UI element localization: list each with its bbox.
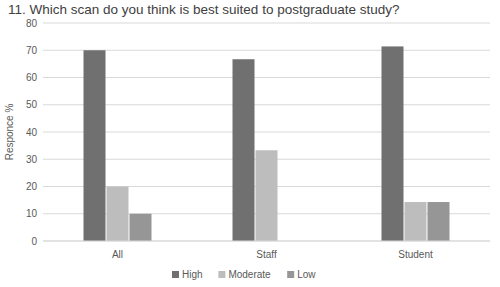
bar [130,214,152,241]
y-tick-label: 60 [26,72,38,83]
bar [107,187,129,242]
legend-swatch [172,271,179,278]
x-tick-label: All [112,249,123,260]
bar [233,59,255,241]
y-tick-label: 40 [26,127,38,138]
chart: 11. Which scan do you think is best suit… [0,0,500,287]
y-tick-label: 70 [26,45,38,56]
grid-line [43,77,490,78]
legend-swatch [218,271,225,278]
bar [256,150,278,241]
legend-swatch [287,271,294,278]
background [0,0,500,287]
bar [382,46,404,241]
y-tick-label: 50 [26,99,38,110]
legend-label: Moderate [228,269,271,280]
title: 11. Which scan do you think is best suit… [8,2,399,17]
y-tick-label: 10 [26,208,38,219]
grid-line [43,50,490,51]
legend-label: High [182,269,203,280]
y-tick-label: 0 [31,236,37,247]
bar [405,202,427,241]
bars [84,46,450,241]
grid-line [43,132,490,133]
bar [84,50,106,241]
x-tick-label: Staff [256,249,277,260]
x-tick-label: Student [398,249,433,260]
legend-label: Low [297,269,316,280]
grid-line [43,23,490,24]
x-axis-line [43,241,490,242]
y-axis-label: Responce % [4,104,15,161]
grid-line [43,241,490,242]
legend: High Moderate Low [172,269,316,280]
y-tick-label: 20 [26,181,38,192]
y-tick-label: 80 [26,18,38,29]
grid-line [43,104,490,105]
bar [428,202,450,241]
y-tick-label: 30 [26,154,38,165]
